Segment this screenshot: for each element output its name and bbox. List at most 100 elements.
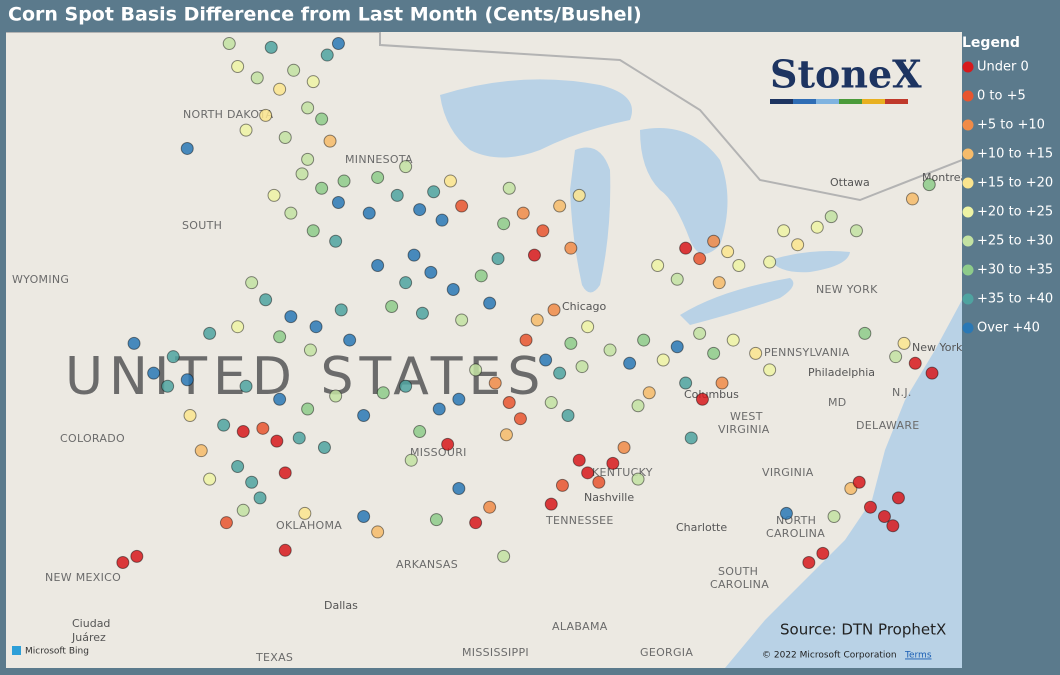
basis-point [309,320,323,334]
basis-point [497,217,511,231]
basis-point [301,101,315,115]
basis-point [670,272,684,286]
basis-point [194,444,208,458]
basis-point [684,431,698,445]
basis-point [925,366,939,380]
state-label: MISSISSIPPI [462,646,529,659]
basis-point [712,276,726,290]
basis-point [329,234,343,248]
basis-point [116,555,130,569]
legend-label: +20 to +25 [977,205,1053,220]
state-label: CAROLINA [710,578,769,591]
basis-point [631,399,645,413]
basis-point [343,333,357,347]
basis-point [413,425,427,439]
state-label: MD [828,396,847,409]
legend-label: +5 to +10 [977,118,1045,133]
basis-point [488,376,502,390]
basis-point [852,475,866,489]
basis-point [516,206,530,220]
basis-point [390,188,404,202]
basis-point [399,160,413,174]
basis-point [539,353,553,367]
basis-point [544,497,558,511]
basis-point [239,123,253,137]
basis-point [236,503,250,517]
basis-point [273,82,287,96]
basis-point [413,203,427,217]
basis-point [180,373,194,387]
copyright: © 2022 Microsoft Corporation [762,651,897,661]
basis-point [858,326,872,340]
basis-point [763,255,777,269]
basis-point [371,259,385,273]
basis-point [323,134,337,148]
legend-swatch [962,206,974,218]
legend-label: +10 to +15 [977,147,1053,162]
lake-erie [680,278,794,325]
basis-point [407,248,421,262]
legend-title: Legend [962,35,1020,51]
basis-point [544,396,558,410]
basis-point [897,336,911,350]
city-label: Dallas [324,599,358,612]
basis-point [334,303,348,317]
basis-point [502,396,516,410]
country-label: UNITED STATES [65,347,546,407]
city-label: Juárez [71,631,106,644]
basis-point [239,379,253,393]
basis-point [329,389,343,403]
basis-point [231,460,245,474]
state-label: VIRGINIA [762,466,814,479]
lake-superior [440,79,632,158]
basis-point [385,299,399,313]
basis-point [357,408,371,422]
city-label: Charlotte [676,521,727,534]
state-label: WEST [730,410,763,423]
basis-point [376,386,390,400]
legend-label: +25 to +30 [977,234,1053,249]
state-label: TENNESSEE [545,514,614,527]
legend-swatch [962,322,974,334]
legend-swatch [962,148,974,160]
basis-point [130,549,144,563]
basis-point [301,152,315,166]
terms-link[interactable]: Terms [904,651,932,661]
legend-label: +30 to +35 [977,263,1053,278]
logo-bar [770,99,908,104]
city-label: Chicago [562,300,606,313]
basis-point [886,519,900,533]
basis-point [371,525,385,539]
atlantic [725,300,962,668]
bing-label: Microsoft Bing [25,647,89,657]
state-label: N.J. [892,386,912,399]
basis-point [306,75,320,89]
basis-point [810,220,824,234]
state-label: WYOMING [12,273,69,286]
lake-michigan [570,147,611,293]
basis-point [256,421,270,435]
basis-point [483,500,497,514]
basis-point [315,181,329,195]
basis-point [642,386,656,400]
basis-point [863,500,877,514]
basis-point [530,313,544,327]
basis-point [693,252,707,266]
basis-point [519,333,533,347]
basis-point [469,516,483,530]
basis-point [217,418,231,432]
title: Corn Spot Basis Difference from Last Mon… [8,4,642,26]
state-label: DELAWARE [856,419,920,432]
basis-point [435,213,449,227]
basis-point [284,206,298,220]
city-label: Ottawa [830,176,870,189]
basis-point [555,478,569,492]
basis-point [670,340,684,354]
basis-point [362,206,376,220]
basis-point [553,366,567,380]
basis-point [581,320,595,334]
state-label: PENNSYLVANIA [764,346,850,359]
basis-point [415,306,429,320]
basis-point [877,510,891,524]
basis-point [161,379,175,393]
